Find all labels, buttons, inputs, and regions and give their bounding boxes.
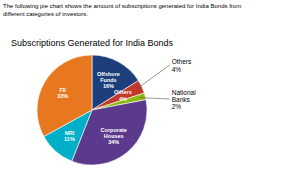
chart: The following pie chart shows the amount… (0, 0, 296, 170)
text-line: 33% (57, 93, 68, 99)
data-label: Others4% (114, 89, 132, 101)
text-line: 16% (103, 83, 114, 89)
title: Subscriptions Generated for India Bonds (11, 38, 174, 48)
text-line: Banks (172, 96, 191, 103)
data-label: CorporateHouses34% (101, 127, 127, 145)
subtitle: The following pie chart shows the amount… (3, 3, 241, 17)
text-line: 34% (108, 139, 119, 145)
slice (37, 55, 92, 136)
text-line: 4% (119, 96, 127, 102)
annotation: Others4% (172, 58, 192, 72)
text-line: 4% (172, 65, 182, 72)
data-label: FII33% (57, 87, 68, 99)
text-line: National (172, 88, 196, 95)
text-line: different categories of investors. (3, 11, 88, 17)
text-line: Others (172, 58, 192, 65)
annotation-line (137, 65, 170, 89)
data-label: NRI11% (64, 130, 75, 142)
text-line: 2% (172, 103, 182, 110)
data-label: OffshoreFunds16% (97, 71, 120, 89)
pie (37, 55, 147, 165)
labels: OffshoreFunds16%Others4%CorporateHouses3… (57, 58, 196, 146)
annotation: NationalBanks2% (172, 88, 196, 110)
text-line: The following pie chart shows the amount… (3, 3, 241, 9)
annotation-line (140, 98, 170, 99)
text-line: 11% (64, 136, 75, 142)
